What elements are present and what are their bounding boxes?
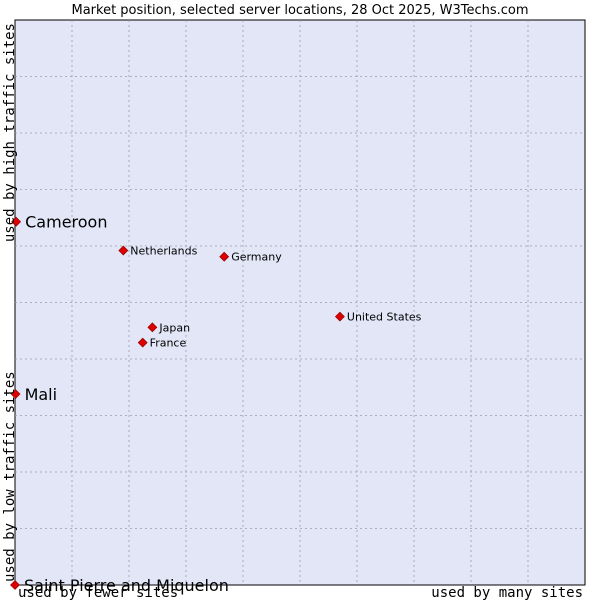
data-labels: Cameroon Netherlands Germany United States J… [24, 213, 422, 595]
point-germany [219, 251, 230, 262]
label-netherlands: Netherlands [130, 245, 197, 258]
chart-title: Market position, selected server locatio… [71, 3, 528, 18]
label-united-states: United States [347, 311, 422, 324]
point-saint-pierre-and-miquelon [10, 580, 20, 590]
label-japan: Japan [158, 321, 190, 334]
x-axis-high-label: used by many sites [431, 585, 583, 600]
label-mali: Mali [25, 385, 58, 404]
label-cameroon: Cameroon [25, 213, 107, 232]
point-cameroon [11, 216, 22, 227]
grid-lines [15, 20, 585, 585]
point-mali [10, 389, 21, 399]
y-axis-high-label: used by high traffic sites [2, 23, 18, 242]
label-france: France [150, 337, 187, 350]
x-axis-low-label: used by fewer sites [18, 585, 178, 600]
point-united-states [334, 311, 345, 322]
label-germany: Germany [231, 251, 282, 264]
y-axis-low-label: used by low traffic sites [2, 371, 18, 582]
point-netherlands [118, 245, 129, 256]
point-france [137, 337, 148, 348]
point-japan [147, 322, 158, 333]
data-points [10, 216, 345, 590]
label-saint-pierre-and-miquelon: Saint Pierre and Miquelon [24, 576, 229, 595]
